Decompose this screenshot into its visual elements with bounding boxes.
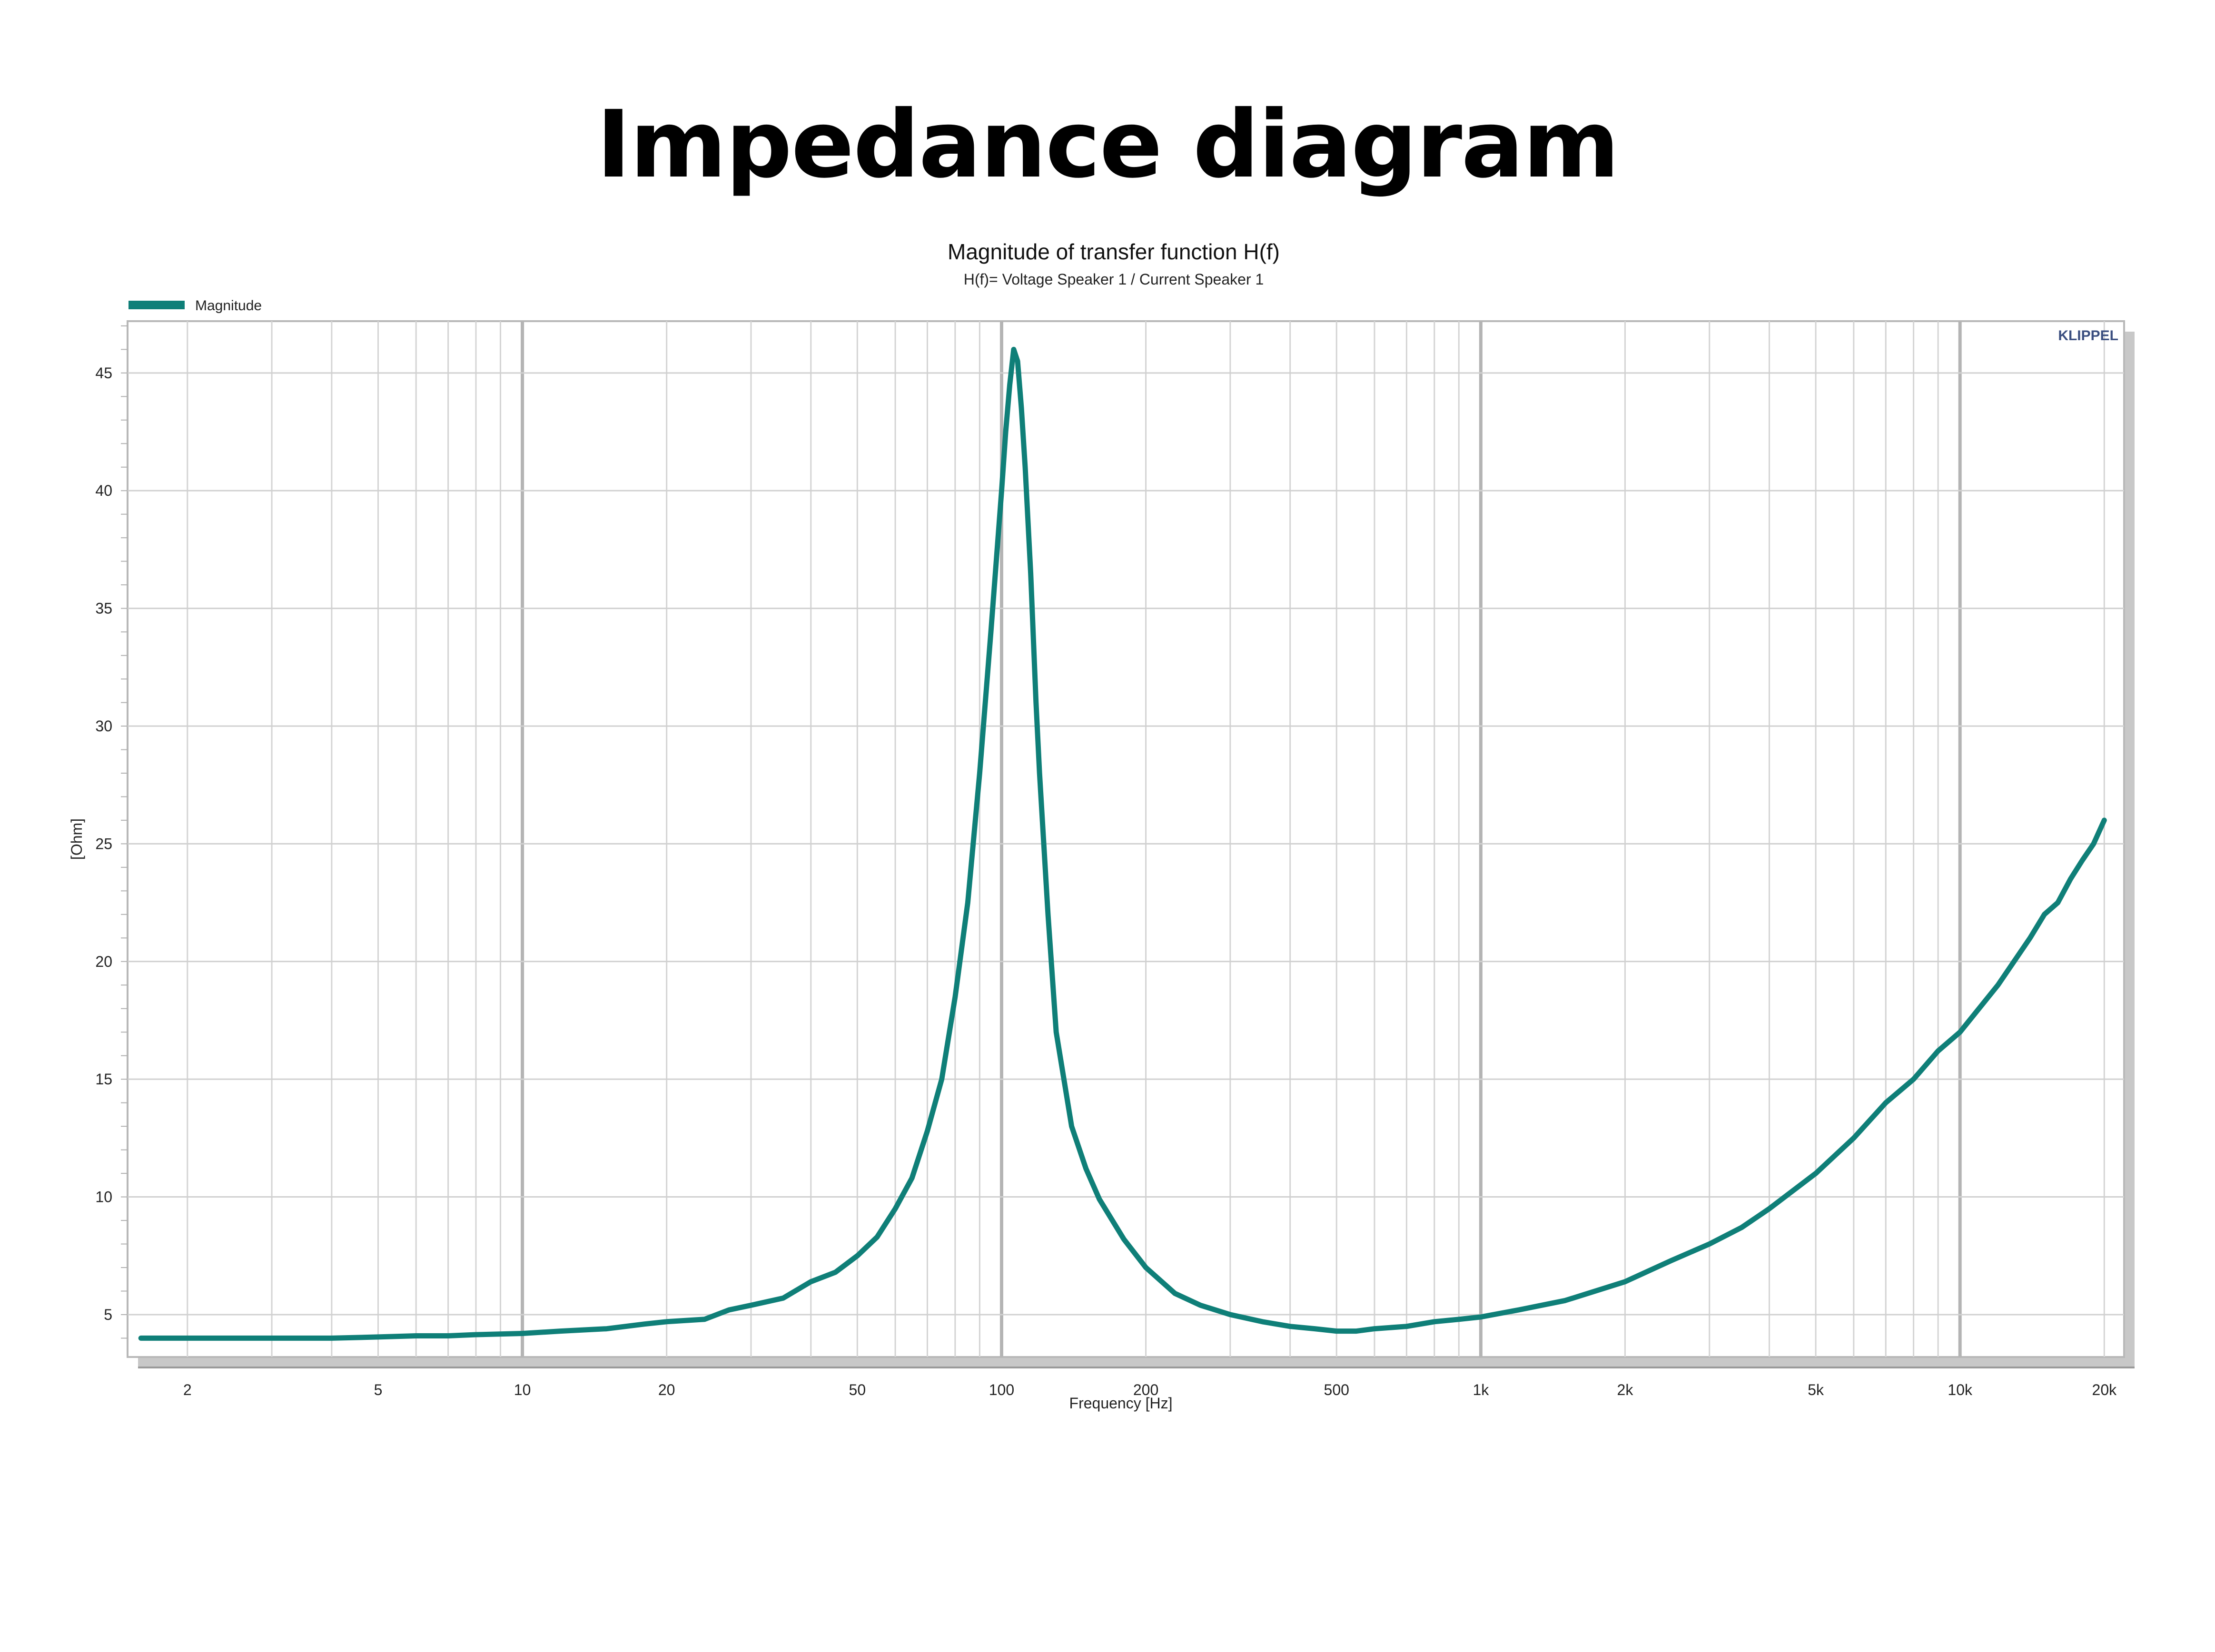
watermark-label: KLIPPEL	[2058, 328, 2118, 344]
x-tick-label: 100	[989, 1381, 1014, 1398]
x-tick-label: 2	[183, 1381, 192, 1398]
page-headline: Impedance diagram	[596, 90, 1620, 198]
x-tick-label: 1k	[1473, 1381, 1489, 1398]
y-tick-label: 25	[95, 835, 112, 852]
x-tick-label: 500	[1324, 1381, 1349, 1398]
chart-title: Magnitude of transfer function H(f)	[948, 239, 1280, 264]
chart-subtitle: H(f)= Voltage Speaker 1 / Current Speake…	[964, 271, 1264, 288]
y-tick-label: 5	[104, 1306, 112, 1323]
y-tick-label: 20	[95, 953, 112, 970]
x-tick-label: 5	[374, 1381, 383, 1398]
y-tick-label: 10	[95, 1189, 112, 1206]
x-tick-label: 10k	[1948, 1381, 1973, 1398]
x-tick-label: 200	[1133, 1381, 1158, 1398]
x-tick-label: 10	[514, 1381, 531, 1398]
x-axis-label: Frequency [Hz]	[1069, 1395, 1173, 1412]
x-tick-label: 20	[658, 1381, 675, 1398]
y-tick-label: 15	[95, 1071, 112, 1088]
y-tick-label: 30	[95, 718, 112, 735]
x-tick-label: 50	[849, 1381, 866, 1398]
legend-swatch	[129, 301, 185, 309]
y-axis-label: [Ohm]	[68, 818, 85, 860]
legend-label: Magnitude	[195, 298, 262, 314]
y-tick-label: 40	[95, 482, 112, 499]
y-tick-label: 45	[95, 364, 112, 382]
x-tick-label: 2k	[1617, 1381, 1634, 1398]
x-tick-label: 5k	[1808, 1381, 1824, 1398]
y-tick-label: 35	[95, 600, 112, 617]
plot-area	[127, 320, 2125, 1358]
series-magnitude-line	[138, 346, 2107, 1341]
x-tick-label: 20k	[2092, 1381, 2117, 1398]
